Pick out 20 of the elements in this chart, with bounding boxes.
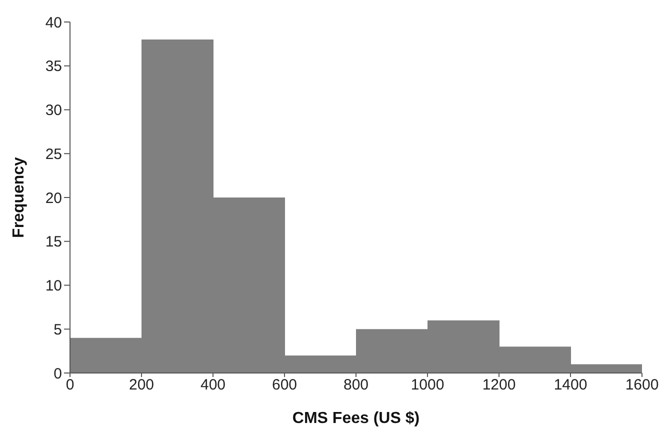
y-tick-label: 15 [45, 234, 62, 251]
y-tick-label: 10 [45, 278, 62, 295]
y-tick-label: 0 [54, 365, 62, 382]
x-axis-title: CMS Fees (US $) [292, 410, 420, 427]
x-tick-label: 1400 [554, 376, 588, 394]
x-tick-label: 600 [272, 376, 298, 394]
x-tick-label: 200 [128, 376, 154, 394]
x-tick-label: 400 [200, 376, 226, 394]
y-axis-title: Frequency [10, 156, 28, 238]
x-tick-label: 1200 [482, 376, 516, 394]
x-tick-label: 800 [343, 376, 369, 394]
x-tick-label: 0 [66, 376, 74, 394]
y-tick-label: 5 [54, 321, 62, 338]
y-tick-label: 30 [45, 102, 62, 120]
y-tick-label: 25 [45, 146, 62, 163]
y-tick-label: 20 [45, 190, 62, 207]
x-tick-label: 1600 [625, 376, 659, 394]
y-tick-label: 35 [45, 58, 62, 76]
x-tick-label: 1000 [410, 376, 444, 394]
y-tick-label: 40 [45, 14, 62, 32]
